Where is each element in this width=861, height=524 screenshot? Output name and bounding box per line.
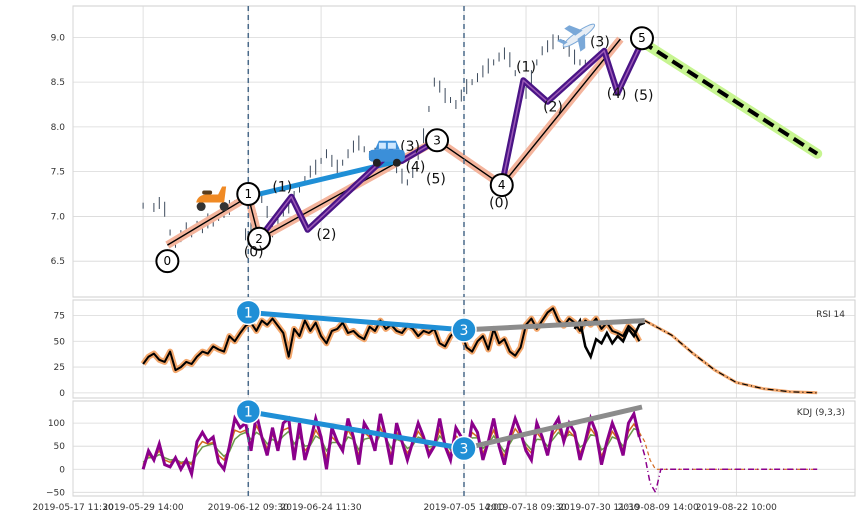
wave-marker-3-circle xyxy=(425,128,450,153)
kdj-j-projection xyxy=(638,436,818,495)
wave-marker-5-circle xyxy=(629,26,654,51)
x-tick-label: 2019-05-29 14:00 xyxy=(103,503,184,513)
rsi-divergence-blue xyxy=(248,309,465,333)
car-wheel-1 xyxy=(372,158,381,167)
wave-marker-2-label: 2 xyxy=(255,232,263,246)
price-ytick-label: 6.5 xyxy=(51,257,65,267)
wave-marker-0-label: 0 xyxy=(164,254,172,268)
rsi-tail-line xyxy=(573,317,646,360)
kdj-ytick-label: −50 xyxy=(46,488,65,498)
wave-marker-5-label: 5 xyxy=(638,31,646,45)
rsi-marker-3-label: 3 xyxy=(460,323,469,339)
rsi-panel-title: RSI 14 xyxy=(816,310,845,320)
kdj-panel: −50 0 50 100 1 3 xyxy=(46,398,856,498)
price-ytick-label: 7.0 xyxy=(51,212,66,222)
wave-marker-0-circle xyxy=(155,249,180,274)
car-roof xyxy=(374,140,400,150)
price-ytick-label: 8.5 xyxy=(51,78,65,88)
wave-marker-1-label: 1 xyxy=(244,187,252,201)
scooter-icon xyxy=(196,186,229,212)
airplane-wing-top xyxy=(564,25,583,36)
rsi-ytick-label: 0 xyxy=(59,389,65,399)
kdj-ytick-label: 50 xyxy=(54,442,66,452)
kdj-divergence-gray xyxy=(463,404,643,451)
kdj-ytick-label: 0 xyxy=(59,465,65,475)
sub-wave-label: (3) xyxy=(590,34,610,50)
wave-marker-3-label: 3 xyxy=(433,133,441,147)
price-ytick-label: 7.5 xyxy=(51,168,65,178)
rsi-divergence-gray xyxy=(463,318,645,333)
rsi-panel: 0 25 50 75 1 3 xyxy=(54,299,856,399)
kdj-marker-3-label: 3 xyxy=(460,442,469,458)
kdj-divergence-blue xyxy=(247,409,465,451)
price-ytick-label: 8.0 xyxy=(51,123,66,133)
projection-dashed-line xyxy=(640,40,819,156)
wave-marker-4-circle xyxy=(489,173,514,198)
rsi-ytick-label: 75 xyxy=(54,311,65,321)
scooter-wheel-rear xyxy=(196,202,206,212)
kdj-ytick-label: 100 xyxy=(48,419,65,429)
x-tick-label: 2019-07-18 09:30 xyxy=(485,503,566,513)
sub-wave-label: (5) xyxy=(634,88,654,104)
car-window-1 xyxy=(378,142,386,149)
rsi-marker-1-circle xyxy=(235,299,262,326)
sub-wave-label: (5) xyxy=(426,171,446,187)
car-window-2 xyxy=(387,142,396,149)
rsi-marker-3-circle xyxy=(451,317,477,343)
x-tick-label: 2019-06-12 09:30 xyxy=(208,503,289,513)
sub-wave-label: (3) xyxy=(400,139,420,155)
rsi-marker-1-label: 1 xyxy=(244,305,253,321)
scooter-wheel-front xyxy=(219,202,229,212)
rsi-ytick-label: 50 xyxy=(54,337,66,347)
sub-wave-label: (2) xyxy=(543,100,563,116)
car-body xyxy=(368,149,405,162)
sub-wave-label: (4) xyxy=(406,160,426,176)
car-icon xyxy=(368,140,405,167)
sub-wave-label: (0) xyxy=(244,245,264,261)
sub-wave-label: (4) xyxy=(607,86,627,102)
scooter-body xyxy=(196,186,227,203)
airplane-wing-bottom xyxy=(577,33,586,52)
x-tick-label: 2019-07-05 14:00 xyxy=(423,503,504,513)
x-tick-label: 2019-07-30 11:30 xyxy=(558,503,639,513)
sub-wave-label: (1) xyxy=(516,59,536,75)
airplane-icon xyxy=(557,23,596,52)
airplane-tail xyxy=(557,38,568,45)
kdj-marker-1-circle xyxy=(235,398,262,425)
sub-wave-label: (0) xyxy=(489,195,509,211)
price-ytick-label: 9.0 xyxy=(51,33,66,43)
x-tick-label: 2019-08-22 10:00 xyxy=(696,503,777,513)
sub-wave-label: (1) xyxy=(272,179,292,195)
purple-subwave-inner-0 xyxy=(258,139,438,240)
car-wheel-2 xyxy=(392,158,401,167)
kdj-marker-1-label: 1 xyxy=(244,405,253,421)
kdj-j-line xyxy=(141,409,641,480)
kdj-marker-3-circle xyxy=(451,435,477,462)
wave-marker-2-circle xyxy=(247,226,272,251)
blue-trend-segment xyxy=(245,160,394,200)
purple-subwave-inner-1 xyxy=(501,41,643,186)
price-panel: 6.57.07.58.08.59.0012345(0)(1)(2)(3)(4)(… xyxy=(51,5,856,298)
scooter-seat xyxy=(202,190,213,195)
wave-marker-1-circle xyxy=(236,182,261,207)
rsi-projection-line xyxy=(644,320,818,394)
sub-wave-label: (2) xyxy=(317,227,337,243)
wave-marker-4-label: 4 xyxy=(498,178,506,192)
rsi-ytick-label: 25 xyxy=(54,363,65,373)
x-tick-label: 2019-06-24 11:30 xyxy=(281,503,362,513)
x-tick-label: 2019-08-09 14:00 xyxy=(618,503,699,513)
kdj-panel-title: KDJ (9,3,3) xyxy=(797,408,845,418)
x-tick-label: 2019-05-17 11:30 xyxy=(32,503,113,513)
